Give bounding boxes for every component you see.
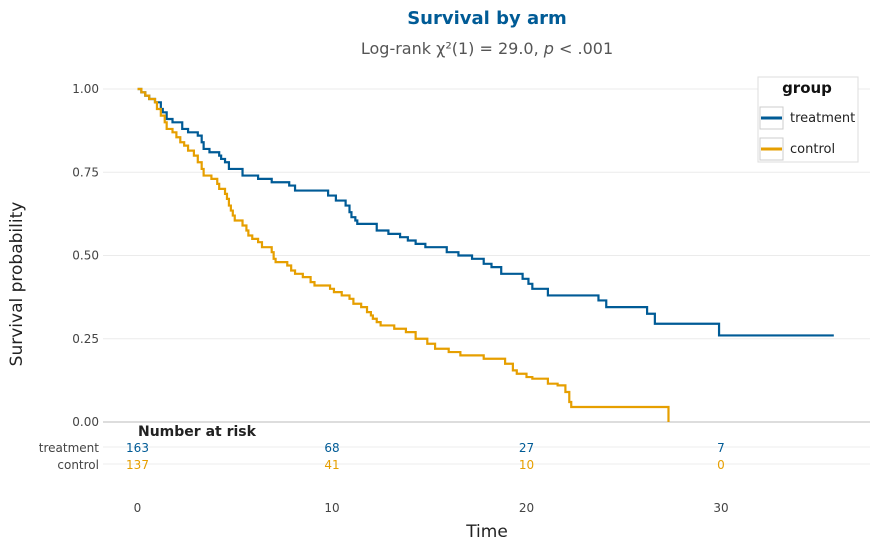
survival-curve-control — [137, 87, 670, 422]
risk-count: 137 — [126, 458, 149, 472]
legend-title: group — [782, 79, 832, 97]
y-axis-title: Survival probability — [7, 202, 27, 367]
risk-table-title: Number at risk — [138, 424, 257, 440]
x-axis-title: Time — [465, 522, 508, 542]
x-tick-label: 30 — [713, 501, 728, 515]
risk-count: 0 — [717, 458, 725, 472]
risk-count: 10 — [519, 458, 534, 472]
chart-title: Survival by arm — [407, 8, 567, 29]
legend: group treatment control — [757, 76, 859, 163]
survival-curve-treatment — [137, 87, 834, 337]
y-tick-label: 1.00 — [72, 82, 99, 96]
legend-label: treatment — [790, 111, 855, 126]
subtitle-prefix: Log-rank χ²(1) = 29.0, — [361, 39, 544, 58]
chart-subtitle: Log-rank χ²(1) = 29.0, p < .001 — [361, 39, 613, 58]
risk-row-label: control — [57, 458, 99, 472]
x-tick-label: 0 — [134, 501, 142, 515]
subtitle-p: p — [543, 39, 554, 58]
legend-label: control — [790, 142, 835, 157]
x-tick-label: 10 — [324, 501, 339, 515]
y-tick-label: 0.25 — [72, 332, 99, 346]
risk-table: Number at risk treatment 163 68 27 7 control 1… — [39, 424, 870, 472]
risk-count: 41 — [324, 458, 339, 472]
y-tick-label: 0.50 — [72, 249, 99, 263]
risk-count: 27 — [519, 441, 534, 455]
y-tick-label: 0.75 — [72, 165, 99, 179]
x-tick-labels: 0 10 20 30 — [134, 501, 729, 515]
risk-count: 68 — [324, 441, 339, 455]
risk-count: 163 — [126, 441, 149, 455]
x-tick-label: 20 — [519, 501, 534, 515]
y-tick-labels: 0.00 0.25 0.50 0.75 1.00 — [72, 82, 99, 429]
y-tick-label: 0.00 — [72, 415, 99, 429]
grid-lines — [103, 88, 870, 340]
risk-row-label: treatment — [39, 441, 99, 455]
subtitle-suffix: < .001 — [554, 39, 613, 58]
risk-count: 7 — [717, 441, 725, 455]
survival-curves — [137, 87, 834, 422]
